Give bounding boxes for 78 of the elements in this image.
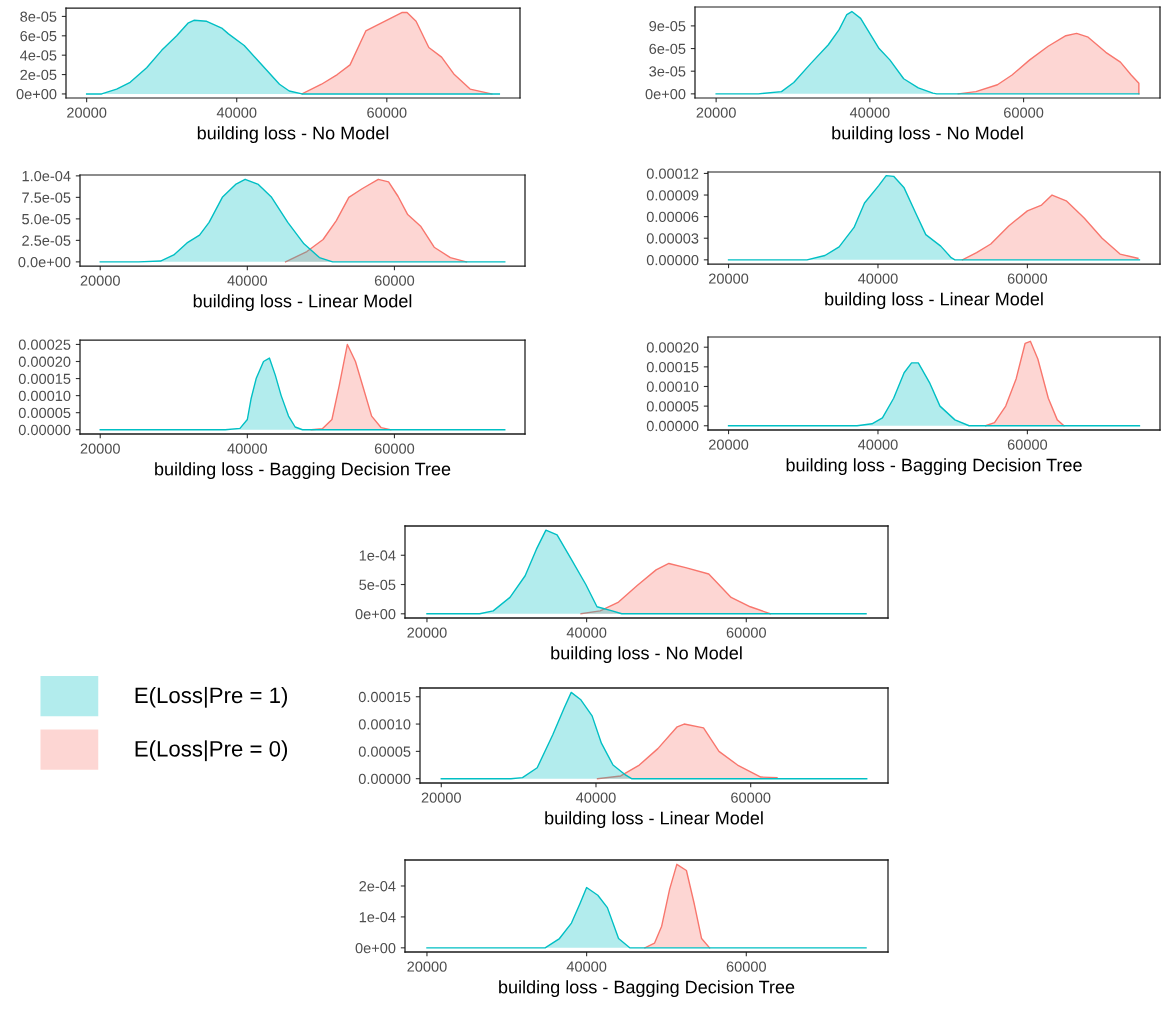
y-tick-label: 1e-04 xyxy=(359,550,396,561)
y-tick-label: 0.00005 xyxy=(646,401,699,412)
y-tick-label: 5.0e-05 xyxy=(22,213,71,225)
y-tick-label: 0.00015 xyxy=(646,361,699,373)
x-tick-label: 60000 xyxy=(374,443,415,454)
y-tick-label: 0.00000 xyxy=(646,254,699,266)
x-axis-title: building loss - No Model xyxy=(551,646,742,664)
x-tick-label: 40000 xyxy=(566,961,607,972)
y-tick-label: 0e+00 xyxy=(16,89,57,100)
x-tick-label: 60000 xyxy=(726,627,766,638)
x-tick-label: 60000 xyxy=(367,107,407,118)
x-axis-title: building loss - No Model xyxy=(832,126,1023,144)
y-tick-label: 3e-05 xyxy=(649,66,686,77)
y-tick-label: 2e-04 xyxy=(359,881,396,892)
y-tick-label: 0.00005 xyxy=(18,407,71,419)
y-tick-label: 2e-05 xyxy=(20,69,57,80)
x-tick-label: 20000 xyxy=(80,275,120,286)
x-tick-label: 40000 xyxy=(858,439,898,450)
x-tick-label: 40000 xyxy=(849,107,890,118)
x-tick-label: 60000 xyxy=(1007,273,1048,284)
y-tick-label: 0.00009 xyxy=(646,190,699,201)
x-tick-label: 40000 xyxy=(566,627,607,638)
x-tick-label: 20000 xyxy=(421,792,461,803)
x-tick-label: 40000 xyxy=(858,273,898,284)
x-tick-label: 20000 xyxy=(407,961,447,972)
y-tick-label: 9e-05 xyxy=(649,20,686,32)
y-tick-label: 6e-05 xyxy=(20,30,57,42)
y-tick-label: 0.00012 xyxy=(646,168,699,179)
y-tick-label: 8e-05 xyxy=(20,11,57,22)
x-tick-label: 20000 xyxy=(709,439,749,450)
x-axis-title: building loss - No Model xyxy=(197,126,389,144)
x-tick-label: 40000 xyxy=(576,792,616,803)
y-tick-label: 0.00000 xyxy=(18,424,71,436)
legend-label: E(Loss|Pre = 0) xyxy=(135,740,288,762)
x-axis-title: building loss - Linear Model xyxy=(193,294,412,312)
x-tick-label: 40000 xyxy=(227,275,268,286)
x-tick-label: 20000 xyxy=(80,443,120,454)
y-tick-label: 0e+00 xyxy=(355,608,396,620)
y-tick-label: 0.00015 xyxy=(358,691,411,703)
y-tick-label: 0e+00 xyxy=(645,88,686,100)
y-tick-label: 2.5e-05 xyxy=(22,235,71,246)
y-tick-label: 6e-05 xyxy=(649,43,686,54)
x-tick-label: 40000 xyxy=(216,107,257,118)
y-tick-label: 0.00005 xyxy=(358,746,411,757)
x-tick-label: 60000 xyxy=(1004,107,1044,118)
y-tick-label: 7.5e-05 xyxy=(22,192,71,203)
y-tick-label: 0.00010 xyxy=(18,390,71,402)
y-tick-label: 0.00000 xyxy=(646,420,699,432)
y-tick-label: 0.00015 xyxy=(18,373,71,384)
x-tick-label: 60000 xyxy=(374,275,415,286)
y-tick-label: 4e-05 xyxy=(20,50,57,61)
x-tick-label: 20000 xyxy=(709,273,749,284)
x-axis-title: building loss - Bagging Decision Tree xyxy=(786,458,1082,476)
y-tick-label: 5e-05 xyxy=(359,579,396,590)
y-tick-label: 0.0e+00 xyxy=(18,256,71,268)
y-tick-label: 0.00010 xyxy=(358,719,411,730)
y-tick-label: 0.00003 xyxy=(646,233,699,244)
x-tick-label: 60000 xyxy=(726,961,766,972)
x-axis-title: building loss - Bagging Decision Tree xyxy=(499,980,795,998)
y-tick-label: 0e+00 xyxy=(355,942,396,954)
x-tick-label: 20000 xyxy=(407,627,447,638)
y-tick-label: 1e-04 xyxy=(359,912,396,923)
x-axis-title: building loss - Linear Model xyxy=(545,811,763,829)
y-tick-label: 0.00020 xyxy=(646,342,699,353)
y-tick-label: 0.00000 xyxy=(358,773,411,785)
x-tick-label: 20000 xyxy=(67,107,107,118)
x-tick-label: 60000 xyxy=(731,792,771,803)
x-tick-label: 60000 xyxy=(1007,439,1048,450)
x-axis-title: building loss - Bagging Decision Tree xyxy=(155,462,451,480)
y-tick-label: 0.00006 xyxy=(646,211,699,223)
y-tick-label: 0.00020 xyxy=(18,356,71,367)
y-tick-label: 1.0e-04 xyxy=(22,170,71,182)
y-tick-label: 0.00010 xyxy=(646,381,699,392)
y-tick-label: 0.00025 xyxy=(18,339,71,350)
x-tick-label: 40000 xyxy=(227,443,268,454)
x-tick-label: 20000 xyxy=(696,107,736,118)
x-axis-title: building loss - Linear Model xyxy=(825,292,1043,310)
legend-label: E(Loss|Pre = 1) xyxy=(135,686,288,708)
